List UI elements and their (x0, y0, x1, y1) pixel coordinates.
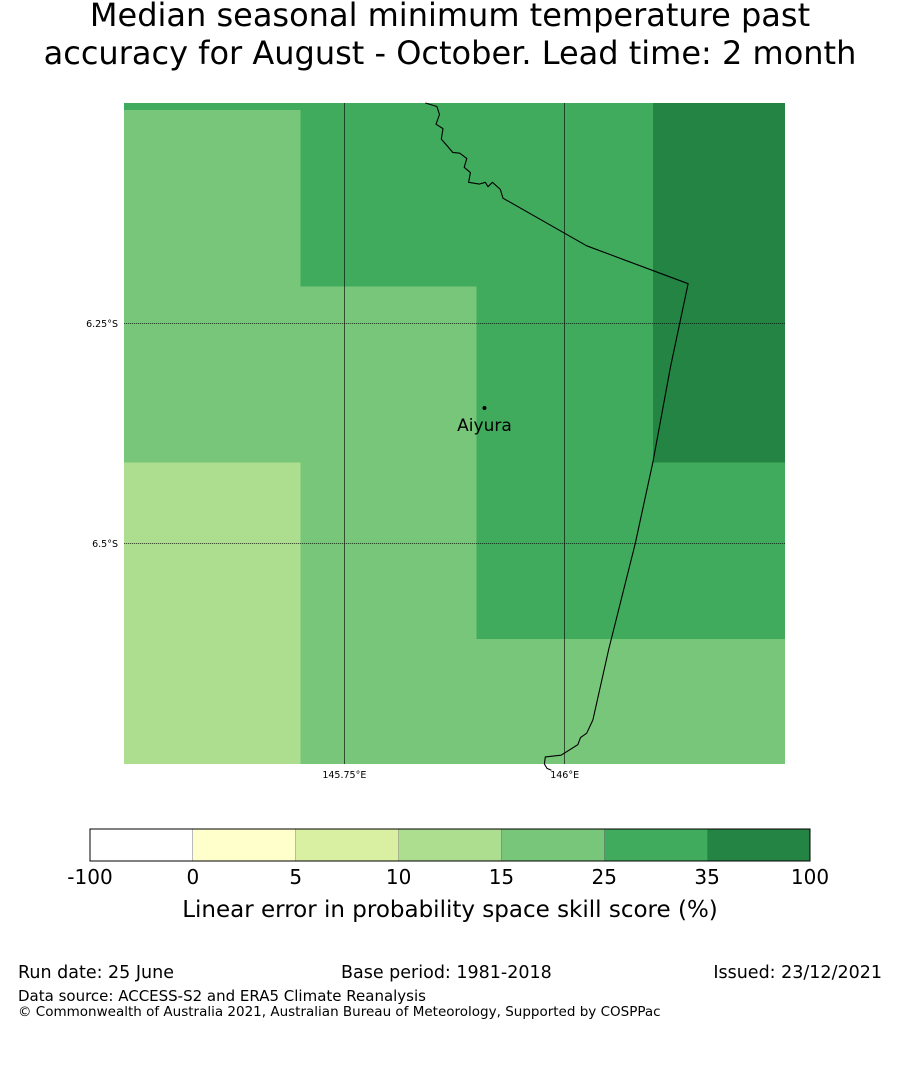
colorbar-tick-label-1: 0 (186, 865, 199, 889)
place-marker: Aiyura (457, 405, 512, 436)
run-date: Run date: 25 June (18, 963, 174, 983)
base-period: Base period: 1981-2018 (341, 963, 552, 983)
grid-cell-3 (652, 103, 785, 463)
colorbar: -100 0 5 10 15 25 35 100 Linear error in probabi… (67, 828, 829, 923)
grid-cell-9 (476, 638, 785, 764)
data-source: Data source: ACCESS-S2 and ERA5 Climate … (18, 987, 426, 1005)
colorbar-tick-label-0: -100 (67, 865, 112, 889)
colorbar-swatch-0 (89, 828, 194, 862)
colorbar-tick-label-5: 25 (592, 865, 617, 889)
colorbar-swatch-1 (192, 828, 297, 862)
skill-grid (124, 103, 785, 764)
grid-cell-6 (124, 462, 301, 764)
colorbar-tick-label-7: 100 (791, 865, 829, 889)
grid-cell-1 (124, 110, 301, 287)
lon-tick-label-0: 145.75°E (322, 770, 366, 781)
chart-title: Median seasonal minimum temperature past… (0, 0, 900, 72)
grid-cell-7 (300, 462, 477, 764)
grid-cell-0 (124, 103, 785, 111)
coastline (425, 102, 689, 771)
colorbar-swatch-2 (295, 828, 399, 862)
colorbar-swatch-4 (501, 828, 605, 862)
grid-cell-4 (124, 286, 477, 463)
colorbar-swatch-3 (398, 828, 502, 862)
colorbar-tick-label-3: 10 (386, 865, 411, 889)
colorbar-tick-label-6: 35 (694, 865, 719, 889)
colorbar-tick-label-4: 15 (489, 865, 514, 889)
colorbar-tick-label-2: 5 (289, 865, 302, 889)
colorbar-swatch-5 (603, 828, 708, 862)
colorbar-label: Linear error in probability space skill … (182, 897, 718, 923)
coastline-path (425, 102, 689, 771)
lat-tick-label-0: 6.25°S (86, 319, 118, 330)
place-dot (482, 405, 487, 410)
lon-tick-label-1: 146°E (550, 770, 579, 781)
title-line-1: Median seasonal minimum temperature past (89, 0, 811, 34)
place-label: Aiyura (457, 416, 512, 436)
colorbar-swatch-6 (706, 828, 811, 862)
colorbar-frame (89, 828, 811, 862)
copyright: © Commonwealth of Australia 2021, Austra… (18, 1004, 661, 1020)
grid-cell-8 (476, 462, 785, 639)
axis-ticks: 145.75°E 146°E 6.25°S 6.5°S (86, 319, 579, 781)
title-line-2: accuracy for August - October. Lead time… (43, 34, 857, 72)
lat-tick-label-1: 6.5°S (92, 539, 118, 550)
graticule (124, 103, 785, 764)
grid-cell-2 (300, 110, 653, 287)
issued-date: Issued: 23/12/2021 (713, 963, 882, 983)
